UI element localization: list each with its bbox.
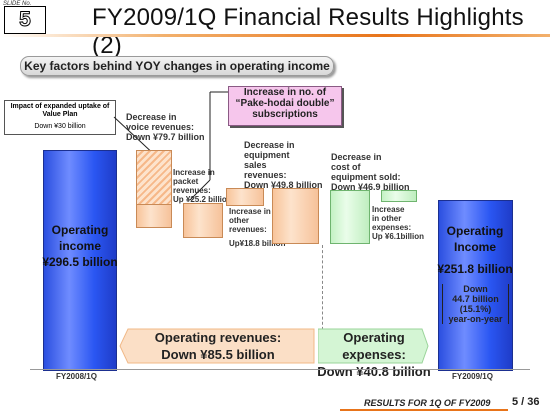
axis-label-fy2008: FY2008/1Q bbox=[56, 372, 97, 381]
start-bar-line-3: ¥296.5 billion bbox=[42, 255, 118, 269]
equip-sales-label-line-4: revenues: bbox=[244, 170, 287, 180]
operating-expenses-arrow bbox=[318, 328, 429, 364]
equipment-sales-decrease-bar bbox=[272, 188, 319, 244]
other-exp-label-line-2: in other bbox=[372, 214, 402, 223]
voice-revenue-decrease-bar bbox=[136, 150, 172, 206]
impact-note-box: Impact of expanded uptake of Value Plan … bbox=[4, 100, 116, 135]
footer-text: RESULTS FOR 1Q OF FY2009 bbox=[364, 398, 491, 408]
section-subtitle: Key factors behind YOY changes in operat… bbox=[20, 56, 334, 76]
end-bar-line-3: ¥251.8 billion bbox=[437, 262, 513, 276]
other-rev-label-line-3: revenues: bbox=[229, 225, 267, 234]
equip-sales-label-line-5: Down ¥49.8 billion bbox=[244, 180, 323, 190]
equip-cost-label-line-4: Down ¥46.9 billion bbox=[331, 182, 410, 192]
chart-baseline bbox=[30, 369, 530, 370]
other-exp-label-line-3: expenses: bbox=[372, 223, 412, 232]
voice-revenue-decrease-lower-bar bbox=[136, 204, 172, 228]
pake-hodai-callout: Increase in no. of “Pake-hodai double” s… bbox=[228, 86, 342, 126]
packet-label-line-1: Increase in bbox=[173, 168, 215, 177]
equipment-cost-decrease-bar bbox=[330, 190, 370, 244]
voice-label-line-2: voice revenues: bbox=[126, 122, 195, 132]
other-revenue-increase-bar bbox=[226, 188, 264, 206]
other-rev-label-line-4: Up¥18.8 billion bbox=[229, 239, 286, 248]
equip-cost-label-line-3: equipment sold: bbox=[331, 172, 401, 182]
equipment-cost-label: Decrease in cost of equipment sold: Down… bbox=[331, 152, 441, 192]
packet-label-line-4: Up ¥25.2 billion bbox=[173, 195, 232, 204]
other-expenses-label: Increase in other expenses: Up ¥6.1billi… bbox=[372, 205, 452, 241]
change-line-1: Down bbox=[463, 284, 488, 294]
packet-label-line-2: packet bbox=[173, 177, 199, 186]
impact-note-title: Impact of expanded uptake of Value Plan bbox=[10, 103, 110, 118]
operating-revenues-arrow bbox=[119, 328, 315, 364]
voice-label-line-1: Decrease in bbox=[126, 112, 177, 122]
end-bar-line-2: Income bbox=[453, 240, 496, 254]
revenues-summary-line-2: Down ¥85.5 billion bbox=[161, 347, 275, 362]
operating-income-fy2009-bar bbox=[438, 200, 513, 371]
packet-revenue-increase-bar bbox=[183, 203, 223, 238]
slide-title: FY2009/1Q Financial Results Highlights (… bbox=[92, 4, 524, 59]
packet-revenue-label: Increase in packet revenues: Up ¥25.2 bi… bbox=[173, 168, 263, 204]
change-line-4: year-on-year bbox=[448, 314, 503, 324]
change-line-2: 44.7 billion bbox=[452, 294, 499, 304]
revenue-expense-divider bbox=[322, 245, 323, 335]
operating-expenses-summary: Operating expenses: Down ¥40.8 billion bbox=[310, 329, 438, 380]
end-bar-line-1: Operating bbox=[446, 224, 504, 238]
expenses-summary-line-2: Down ¥40.8 billion bbox=[317, 364, 431, 379]
end-bar-label: Operating Income ¥251.8 billion bbox=[415, 223, 535, 277]
other-expenses-increase-bar bbox=[381, 190, 417, 202]
start-bar-line-1: Operating bbox=[51, 223, 109, 237]
start-bar-label: Operating income ¥296.5 billion bbox=[20, 222, 140, 270]
revenues-summary-line-1: Operating revenues: bbox=[154, 330, 282, 345]
operating-income-fy2008-bar bbox=[43, 150, 117, 371]
equip-cost-label-line-2: cost of bbox=[331, 162, 361, 172]
equip-sales-label-line-3: sales bbox=[244, 160, 267, 170]
voice-revenue-label: Decrease in voice revenues: Down ¥79.7 b… bbox=[126, 112, 236, 142]
callout-line-1: Increase in no. of bbox=[243, 87, 327, 98]
other-rev-label-line-1: Increase in bbox=[229, 207, 271, 216]
equip-sales-label-line-2: equipment bbox=[244, 150, 290, 160]
other-revenue-label: Increase in other revenues: Up¥18.8 bill… bbox=[229, 207, 309, 248]
yoy-change-box: Down 44.7 billion (15.1%) year-on-year bbox=[442, 284, 509, 324]
equip-sales-label-line-1: Decrease in bbox=[244, 140, 295, 150]
operating-revenues-summary: Operating revenues: Down ¥85.5 billion bbox=[118, 329, 318, 363]
callout-line-3: subscriptions bbox=[252, 109, 318, 120]
other-exp-label-line-4: Up ¥6.1billion bbox=[372, 232, 425, 241]
voice-label-line-3: Down ¥79.7 billion bbox=[126, 132, 205, 142]
equipment-sales-label: Decrease in equipment sales revenues: Do… bbox=[244, 140, 354, 190]
expenses-summary-line-1: Operating expenses: bbox=[342, 330, 406, 362]
page-number: 5 / 36 bbox=[512, 396, 540, 408]
callout-line-2: “Pake-hodai double” bbox=[235, 98, 335, 109]
axis-label-fy2009: FY2009/1Q bbox=[452, 372, 493, 381]
other-rev-label-line-2: other bbox=[229, 216, 249, 225]
slide-number-label: SLIDE No. bbox=[3, 1, 32, 7]
change-line-3: (15.1%) bbox=[459, 304, 492, 314]
footer-divider bbox=[340, 409, 508, 411]
start-bar-line-2: income bbox=[58, 239, 101, 253]
impact-note-value: Down ¥30 billion bbox=[34, 123, 86, 130]
title-divider bbox=[0, 34, 550, 37]
other-exp-label-line-1: Increase bbox=[372, 205, 405, 214]
equip-cost-label-line-1: Decrease in bbox=[331, 152, 382, 162]
packet-label-line-3: revenues: bbox=[173, 186, 211, 195]
